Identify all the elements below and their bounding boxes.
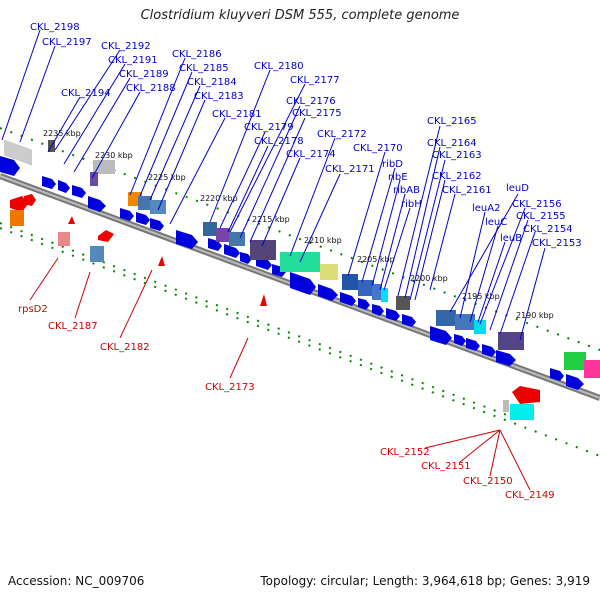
gene-label: CKL_2191 <box>108 55 158 66</box>
gene-label: CKL_2156 <box>512 199 562 210</box>
gene-label: CKL_2198 <box>30 22 80 33</box>
accession-text: Accession: NC_009706 <box>8 574 145 588</box>
gene-label: rpsD2 <box>18 304 48 315</box>
gene-label: CKL_2163 <box>432 150 482 161</box>
gene-label: CKL_2170 <box>353 143 403 154</box>
gene-label: CKL_2154 <box>523 224 573 235</box>
gene-label: ribAB <box>393 185 420 196</box>
gene-label: CKL_2151 <box>421 461 471 472</box>
bottom-connectors <box>29 257 531 491</box>
forward-blocks <box>4 139 600 378</box>
tick-label: 2205 kbp <box>357 255 395 264</box>
gene-label: CKL_2185 <box>179 63 229 74</box>
gene-label: CKL_2171 <box>325 164 375 175</box>
gene-label: CKL_2149 <box>505 490 555 501</box>
gene-label: leuC <box>485 217 507 228</box>
gene-label: CKL_2186 <box>172 49 222 60</box>
genome-title: Clostridium kluyveri DSM 555, complete g… <box>140 8 460 23</box>
gene-label: CKL_2172 <box>317 129 367 140</box>
gene-label: leuA2 <box>472 203 500 214</box>
reverse-genes <box>10 194 540 420</box>
gene-label: CKL_2164 <box>427 138 477 149</box>
gene-label: CKL_2155 <box>516 211 566 222</box>
gene-label: CKL_2181 <box>212 109 262 120</box>
gene-label: ribH <box>401 199 422 210</box>
gene-label: CKL_2182 <box>100 342 150 353</box>
tick-label: 2190 kbp <box>516 311 554 320</box>
tick-label: 2195 kbp <box>462 292 500 301</box>
gene-label: CKL_2176 <box>286 96 336 107</box>
gene-label: CKL_2194 <box>61 88 111 99</box>
gene-label: CKL_2179 <box>244 122 294 133</box>
gene-label: ribD <box>382 159 403 170</box>
gene-label: CKL_2165 <box>427 116 477 127</box>
gene-label: CKL_2197 <box>42 37 92 48</box>
gene-label: CKL_2180 <box>254 61 304 72</box>
gene-label: CKL_2174 <box>286 149 336 160</box>
bottom-labels: rpsD2 CKL_2187 CKL_2182 CKL_2173 CKL_215… <box>18 304 555 501</box>
forward-genes <box>0 156 584 390</box>
tick-label: 2235 kbp <box>43 129 81 138</box>
gene-label: CKL_2175 <box>292 108 342 119</box>
gene-label: CKL_2150 <box>463 476 513 487</box>
gene-label: CKL_2187 <box>48 321 98 332</box>
tick-label: 2225 kbp <box>148 173 186 182</box>
tick-label: 2230 kbp <box>95 151 133 160</box>
gene-label: ribE <box>388 172 408 183</box>
top-labels: CKL_2198 CKL_2197 CKL_2192 CKL_2191 CKL_… <box>30 22 582 249</box>
gene-label: CKL_2173 <box>205 382 255 393</box>
gene-label: CKL_2184 <box>187 77 237 88</box>
tick-label: 2215 kbp <box>252 215 290 224</box>
tick-label: 2210 kbp <box>304 236 342 245</box>
gene-label: CKL_2152 <box>380 447 430 458</box>
gene-label: leuB <box>500 233 522 244</box>
gene-label: CKL_2178 <box>254 136 304 147</box>
gene-label: CKL_2153 <box>532 238 582 249</box>
tick-label: 2200 kbp <box>410 274 448 283</box>
gene-label: CKL_2177 <box>290 75 340 86</box>
guide-lines-lower <box>0 227 600 457</box>
genome-summary-text: Topology: circular; Length: 3,964,618 bp… <box>260 574 590 588</box>
gene-label: CKL_2161 <box>442 185 492 196</box>
guide-lines <box>0 127 600 421</box>
gene-label: CKL_2189 <box>119 69 169 80</box>
gene-label: CKL_2183 <box>194 91 244 102</box>
gene-label: CKL_2192 <box>101 41 151 52</box>
gene-label: CKL_2188 <box>126 83 176 94</box>
top-connectors <box>1 29 546 341</box>
gene-label: CKL_2162 <box>432 171 482 182</box>
gene-label: leuD <box>506 183 529 194</box>
